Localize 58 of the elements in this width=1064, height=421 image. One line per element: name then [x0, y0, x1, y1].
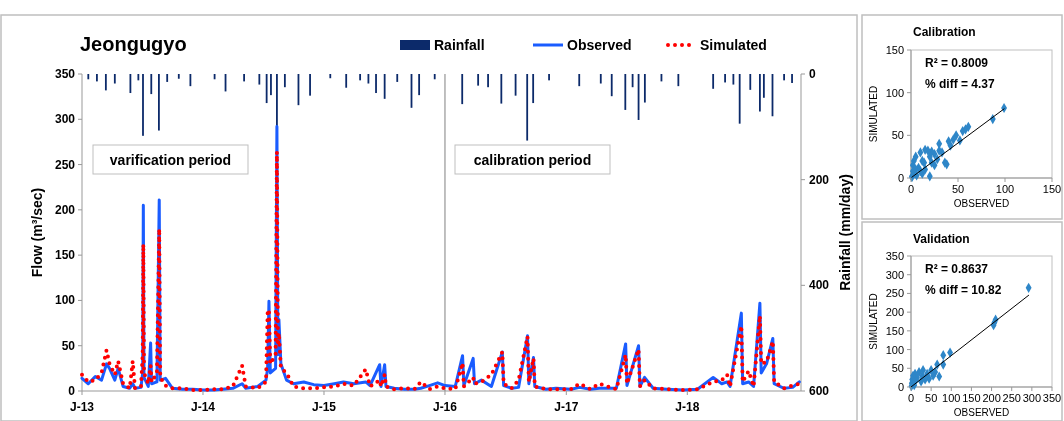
y-axis-title: SIMULATED: [868, 293, 879, 350]
y2-axis-title: Rainfall (mm/day): [837, 174, 853, 291]
y-tick-label: 350: [54, 67, 76, 81]
x-tick-label: 200: [982, 392, 1001, 404]
legend-label: Rainfall: [434, 37, 485, 53]
x-tick-label: 0: [907, 392, 915, 404]
legend-label: Observed: [567, 37, 632, 53]
y-tick-label: 250: [885, 287, 904, 300]
y-tick-label: 200: [54, 202, 76, 217]
x-tick-label: J-18: [675, 400, 700, 414]
y2-tick-label: 600: [809, 384, 830, 398]
x-tick-label: 150: [962, 392, 981, 404]
annotation: % diff = 4.37: [925, 77, 996, 91]
legend-label: Simulated: [700, 37, 767, 53]
y-tick-label: 50: [61, 338, 76, 353]
y-tick-label: 200: [885, 306, 904, 319]
y-tick-label: 350: [885, 250, 904, 262]
x-tick-label: 300: [1022, 392, 1042, 404]
x-tick-label: 50: [925, 392, 938, 404]
x-tick-label: 350: [1042, 392, 1062, 404]
y-tick-label: 0: [897, 172, 904, 184]
annotation: calibration period: [473, 152, 592, 168]
x-tick-label: J-14: [190, 400, 216, 414]
x-tick-label: 100: [942, 392, 961, 404]
x-axis-title: OBSERVED: [953, 407, 1010, 418]
x-tick-label: 100: [995, 183, 1015, 195]
y-tick-label: 300: [885, 268, 904, 281]
chart-title: Jeongugyo: [80, 33, 187, 55]
x-tick-label: J-13: [69, 400, 95, 414]
y-tick-label: 100: [54, 293, 76, 308]
y-tick-label: 150: [885, 44, 904, 56]
annotation: varification period: [109, 152, 232, 168]
y-tick-label: 100: [885, 343, 904, 356]
y-axis-title: Flow (m³/sec): [29, 187, 45, 278]
y-tick-label: 150: [885, 324, 904, 337]
chart-title: Validation: [913, 232, 970, 246]
y-tick-label: 50: [891, 129, 904, 142]
x-tick-label: 50: [951, 183, 965, 195]
x-tick-label: J-15: [311, 400, 337, 414]
x-tick-label: J-17: [554, 400, 579, 414]
y-tick-label: 0: [897, 381, 904, 393]
y-axis-title: SIMULATED: [868, 85, 879, 143]
y-tick-label: 50: [891, 362, 904, 375]
x-tick-label: 250: [1002, 392, 1021, 404]
x-tick-label: 0: [907, 183, 915, 195]
y2-tick-label: 400: [809, 278, 830, 293]
annotation: % diff = 10.82: [925, 283, 1002, 297]
x-tick-label: 150: [1042, 183, 1062, 195]
y-tick-label: 150: [54, 248, 76, 263]
annotation: R² = 0.8637: [925, 262, 989, 276]
x-tick-label: J-16: [432, 400, 458, 414]
x-axis-title: OBSERVED: [953, 198, 1010, 209]
chart-title: Calibration: [913, 25, 976, 39]
y-tick-label: 250: [54, 157, 76, 172]
y-tick-label: 100: [885, 86, 904, 99]
y2-tick-label: 0: [809, 67, 816, 81]
annotation: R² = 0.8009: [925, 56, 989, 70]
y-tick-label: 300: [54, 112, 76, 127]
